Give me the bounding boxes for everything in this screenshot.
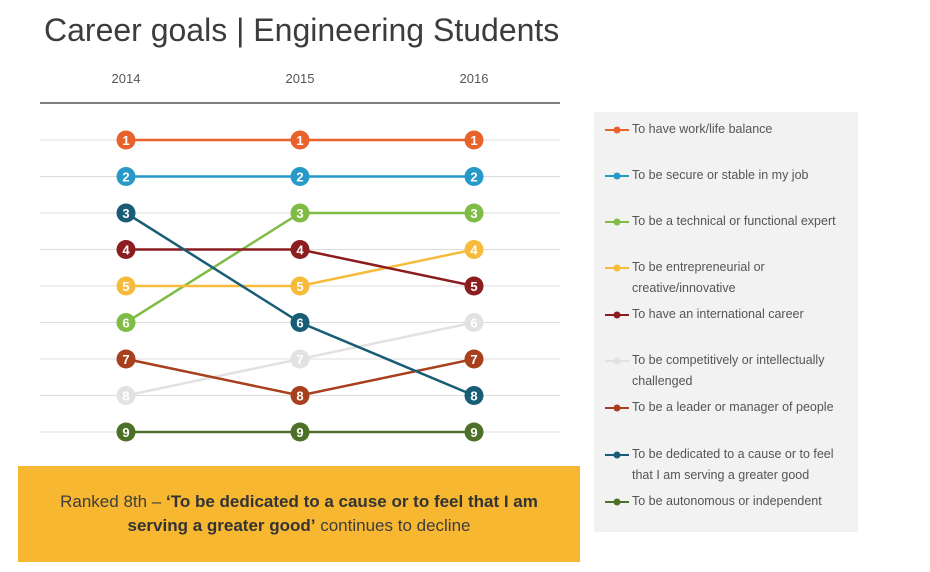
rank-marker	[116, 203, 136, 223]
rank-label: 5	[122, 279, 129, 294]
rank-label: 6	[470, 316, 477, 331]
rank-label: 7	[122, 352, 129, 367]
rank-label: 9	[122, 425, 129, 440]
rank-marker	[464, 313, 484, 332]
legend-label: To have work/life balance	[632, 122, 773, 136]
rank-label: 1	[470, 133, 477, 148]
rank-marker	[116, 276, 136, 296]
series-line	[125, 211, 474, 324]
legend-swatch-icon	[605, 451, 629, 459]
slope-chart: 2014 2015 2016 1 1 1 2 2 2 6 3 3 5 5 4 4 4 5 8 7 6 7 8 7 3 6 8 9 9 9	[40, 71, 560, 442]
rank-marker	[116, 167, 136, 186]
rank-label: 3	[470, 206, 477, 221]
rank-marker	[464, 386, 484, 405]
legend-label: To be secure or stable in my job	[632, 168, 809, 182]
legend-swatch-icon	[605, 264, 629, 272]
rank-marker	[464, 276, 484, 296]
legend-swatch-icon	[605, 311, 629, 319]
callout-box: Ranked 8th – ‘To be dedicated to a cause…	[18, 466, 580, 562]
legend-label: To be a technical or functional expert	[632, 214, 836, 228]
callout-text: Ranked 8th – ‘To be dedicated to a cause…	[18, 490, 580, 538]
rank-marker	[464, 130, 484, 150]
rank-marker	[116, 130, 136, 150]
rank-marker	[290, 203, 310, 223]
rank-label: 4	[296, 243, 304, 258]
rank-marker	[116, 349, 136, 369]
legend-swatch-icon	[605, 357, 629, 365]
rank-label: 1	[296, 133, 303, 148]
legend-swatch-icon	[605, 172, 629, 180]
legend-label: To be a leader or manager of people	[632, 400, 834, 414]
rank-label: 7	[296, 352, 303, 367]
rank-label: 3	[296, 206, 303, 221]
legend-label: To have an international career	[632, 307, 804, 321]
legend-label: To be entrepreneurial or creative/innova…	[632, 260, 765, 295]
legend-swatch-icon	[605, 498, 629, 506]
legend-swatch-icon	[605, 404, 629, 412]
rank-marker	[464, 203, 484, 223]
rank-marker	[290, 349, 310, 369]
legend-label: To be competitively or intellectually ch…	[632, 353, 825, 388]
callout-suffix: continues to decline	[315, 516, 471, 535]
rank-label: 5	[470, 279, 477, 294]
rank-label: 8	[122, 389, 129, 404]
rank-marker	[290, 240, 310, 259]
rank-label: 3	[122, 206, 129, 221]
rank-label: 7	[470, 352, 477, 367]
legend-label: To be dedicated to a cause or to feel th…	[632, 447, 834, 482]
rank-label: 8	[296, 389, 303, 404]
rank-label: 8	[470, 389, 477, 404]
x-tick-label: 2015	[286, 71, 315, 86]
rank-label: 2	[470, 170, 477, 185]
rank-label: 6	[122, 316, 129, 331]
rank-marker	[290, 386, 310, 405]
rank-marker	[116, 240, 136, 259]
rank-label: 4	[470, 243, 478, 258]
callout-prefix: Ranked 8th –	[60, 492, 166, 511]
rank-marker	[290, 276, 310, 296]
callout-bold: ‘To be dedicated to a cause or to feel t…	[127, 492, 538, 535]
rank-marker	[464, 422, 484, 442]
rank-marker	[290, 313, 310, 332]
rank-label: 1	[122, 133, 129, 148]
rank-label: 9	[296, 425, 303, 440]
x-tick-label: 2014	[112, 71, 141, 86]
rank-marker	[116, 313, 136, 332]
rank-label: 4	[122, 243, 130, 258]
rank-marker	[290, 130, 310, 150]
rank-label: 6	[296, 316, 303, 331]
rank-marker	[290, 422, 310, 442]
rank-marker	[464, 349, 484, 369]
legend-swatch-icon	[605, 218, 629, 226]
rank-label: 9	[470, 425, 477, 440]
x-tick-label: 2016	[460, 71, 489, 86]
rank-label: 5	[296, 279, 303, 294]
rank-label: 2	[296, 170, 303, 185]
page-title: Career goals | Engineering Students	[44, 12, 560, 48]
legend: To have work/life balance To be secure or…	[594, 112, 858, 532]
rank-marker	[464, 240, 484, 259]
rank-marker	[464, 167, 484, 186]
rank-marker	[116, 386, 136, 405]
rank-marker	[116, 422, 136, 442]
legend-label: To be autonomous or independent	[632, 494, 822, 508]
rank-label: 2	[122, 170, 129, 185]
rank-marker	[290, 167, 310, 186]
legend-swatch-icon	[605, 126, 629, 134]
